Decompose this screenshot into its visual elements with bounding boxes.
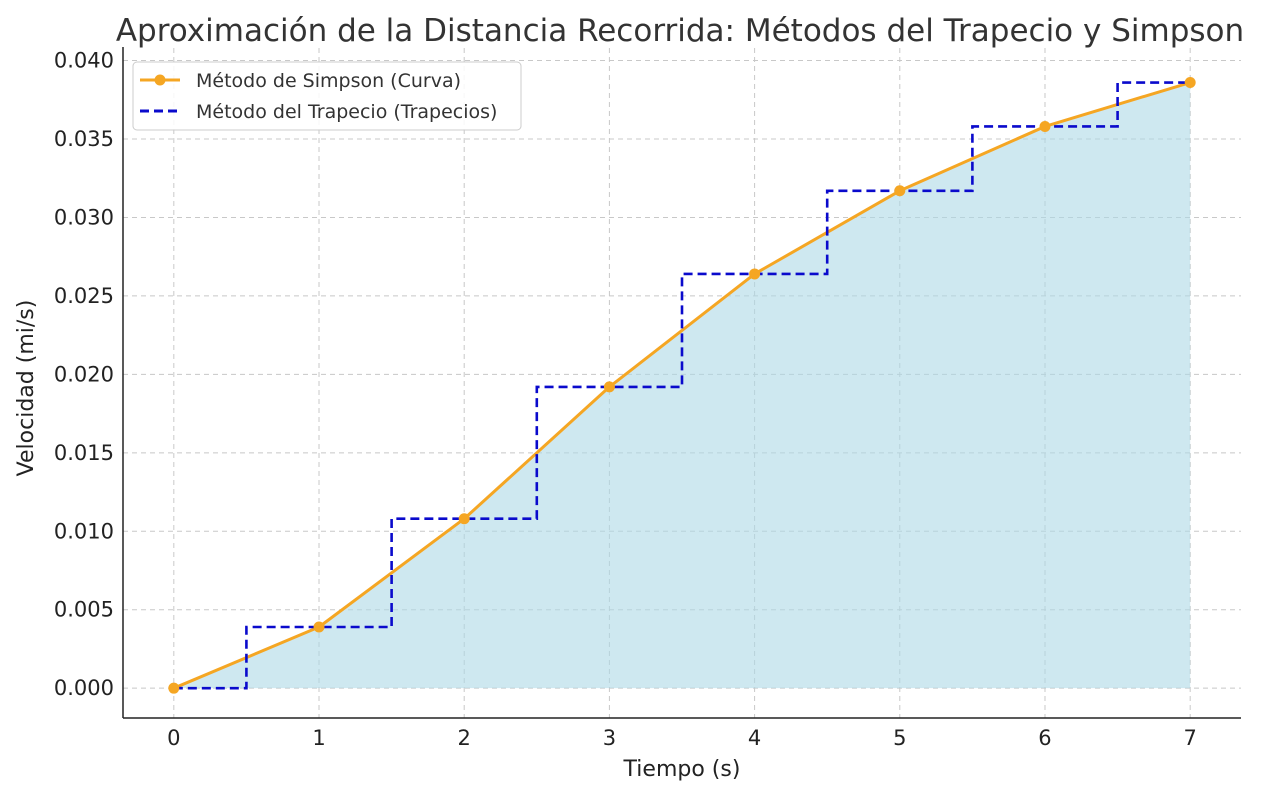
- x-tick-label: 5: [893, 726, 906, 750]
- axes: [122, 47, 1241, 719]
- simpson-point: [168, 682, 180, 694]
- simpson-point: [458, 513, 470, 525]
- x-tick-label: 1: [312, 726, 325, 750]
- legend-simpson-marker: [154, 74, 166, 86]
- simpson-point: [749, 268, 761, 280]
- y-tick-label: 0.030: [54, 205, 114, 229]
- x-tick-label: 7: [1183, 726, 1196, 750]
- simpson-point: [1184, 77, 1196, 89]
- simpson-point: [313, 621, 325, 633]
- legend-trapecio-label: Método del Trapecio (Trapecios): [196, 101, 497, 123]
- x-tick-label: 4: [748, 726, 761, 750]
- series-layer: [168, 77, 1196, 694]
- legend: Método de Simpson (Curva) Método del Tra…: [132, 61, 522, 131]
- legend-simpson-label: Método de Simpson (Curva): [196, 70, 461, 92]
- legend-box: [132, 61, 522, 131]
- y-tick-label: 0.000: [54, 676, 114, 700]
- x-tick-label: 0: [167, 726, 180, 750]
- y-tick-label: 0.010: [54, 519, 114, 543]
- x-tick-label: 6: [1038, 726, 1051, 750]
- simpson-point: [603, 381, 615, 393]
- simpson-point: [1039, 120, 1051, 132]
- y-tick-label: 0.035: [54, 127, 114, 151]
- x-axis-label: Tiempo (s): [623, 757, 741, 782]
- chart-title: Aproximación de la Distancia Recorrida: …: [116, 13, 1244, 49]
- area-fill-layer: [173, 82, 1191, 689]
- tick-labels: 0 1 2 3 4 5 6 7 0.000 0.005 0.010 0.015 0.020 0.025 0.…: [54, 49, 1197, 750]
- y-tick-label: 0.025: [54, 284, 114, 308]
- y-tick-label: 0.015: [54, 441, 114, 465]
- y-tick-label: 0.020: [54, 362, 114, 386]
- y-tick-label: 0.040: [54, 49, 114, 73]
- x-tick-label: 2: [458, 726, 471, 750]
- simpson-curve-line: [173, 81, 1191, 690]
- simpson-point: [894, 185, 906, 197]
- x-tick-label: 3: [603, 726, 616, 750]
- y-tick-label: 0.005: [54, 598, 114, 622]
- area-fill: [173, 82, 1191, 689]
- y-axis-label: Velocidad (mi/s): [14, 300, 39, 477]
